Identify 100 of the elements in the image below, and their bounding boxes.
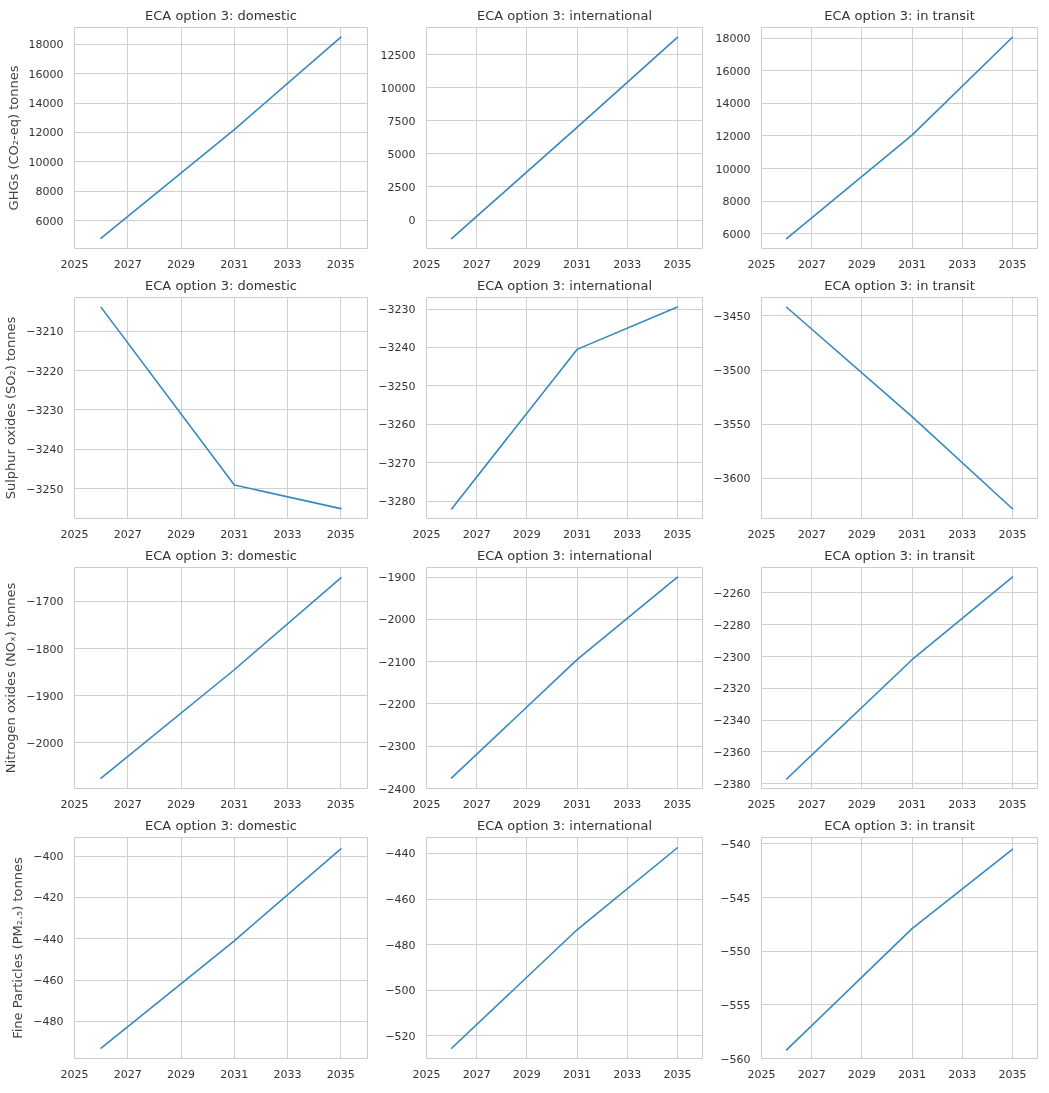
chart-title: ECA option 3: international bbox=[476, 277, 653, 293]
y-tick-label: −2300 bbox=[713, 650, 751, 664]
y-tick-label: 18000 bbox=[715, 32, 751, 46]
y-tick-label: −2300 bbox=[378, 740, 416, 754]
y-tick-label: 8000 bbox=[722, 195, 751, 209]
x-tick-label: 2027 bbox=[113, 527, 142, 541]
y-tick-label: −560 bbox=[720, 1052, 751, 1066]
y-tick-label: 14000 bbox=[28, 97, 64, 111]
y-tick-label: −2340 bbox=[713, 714, 751, 728]
x-tick-label: 2035 bbox=[326, 797, 355, 811]
chart-title: ECA option 3: in transit bbox=[824, 817, 975, 833]
y-tick-label: −2400 bbox=[378, 782, 416, 796]
x-tick-label: 2031 bbox=[898, 527, 927, 541]
y-tick-label: 12000 bbox=[715, 129, 751, 143]
x-tick-label: 2027 bbox=[797, 797, 826, 811]
x-tick-label: 2033 bbox=[948, 797, 977, 811]
x-tick-label: 2035 bbox=[998, 257, 1027, 271]
y-tick-label: −1700 bbox=[26, 595, 64, 609]
y-tick-label: 12000 bbox=[28, 126, 64, 140]
y-tick-label: −480 bbox=[385, 938, 416, 952]
x-tick-label: 2035 bbox=[663, 257, 692, 271]
x-tick-label: 2025 bbox=[747, 527, 776, 541]
y-tick-label: −3550 bbox=[713, 418, 751, 432]
y-tick-label: 6000 bbox=[35, 214, 64, 228]
x-tick-label: 2029 bbox=[167, 527, 196, 541]
chart-title: ECA option 3: in transit bbox=[824, 547, 975, 563]
y-tick-label: −460 bbox=[385, 893, 416, 907]
y-tick-label: −440 bbox=[385, 847, 416, 861]
x-tick-label: 2025 bbox=[747, 1067, 776, 1081]
y-tick-label: −3240 bbox=[378, 341, 416, 355]
y-tick-label: −3230 bbox=[378, 303, 416, 317]
y-tick-label: −2000 bbox=[378, 613, 416, 627]
x-tick-label: 2029 bbox=[512, 797, 541, 811]
x-tick-label: 2025 bbox=[60, 797, 89, 811]
x-tick-label: 2027 bbox=[462, 257, 491, 271]
x-tick-label: 2027 bbox=[797, 257, 826, 271]
x-tick-label: 2031 bbox=[563, 1067, 592, 1081]
y-axis-title: Nitrogen oxides (NOₓ) tonnes bbox=[3, 582, 19, 774]
y-axis-title: Fine Particles (PM₂.₅) tonnes bbox=[10, 856, 26, 1039]
y-tick-label: 18000 bbox=[28, 38, 64, 52]
x-tick-label: 2033 bbox=[613, 797, 642, 811]
y-tick-label: −2200 bbox=[378, 697, 416, 711]
x-tick-label: 2033 bbox=[613, 257, 642, 271]
chart-title: ECA option 3: domestic bbox=[145, 277, 297, 293]
x-tick-label: 2029 bbox=[847, 257, 876, 271]
x-tick-label: 2031 bbox=[898, 797, 927, 811]
x-tick-label: 2035 bbox=[326, 1067, 355, 1081]
x-tick-label: 2027 bbox=[113, 1067, 142, 1081]
x-tick-label: 2027 bbox=[113, 797, 142, 811]
y-tick-label: −1900 bbox=[26, 689, 64, 703]
y-tick-label: −3220 bbox=[26, 364, 64, 378]
y-tick-label: −555 bbox=[720, 998, 751, 1012]
x-tick-label: 2035 bbox=[998, 1067, 1027, 1081]
x-tick-label: 2033 bbox=[948, 1067, 977, 1081]
x-tick-label: 2025 bbox=[747, 797, 776, 811]
chart-title: ECA option 3: international bbox=[476, 7, 653, 23]
x-tick-label: 2025 bbox=[412, 257, 441, 271]
y-tick-label: 10000 bbox=[28, 155, 64, 169]
x-tick-label: 2031 bbox=[898, 1067, 927, 1081]
y-tick-label: −500 bbox=[385, 984, 416, 998]
x-tick-label: 2031 bbox=[220, 1067, 249, 1081]
chart-title: ECA option 3: domestic bbox=[145, 7, 297, 23]
y-tick-label: 10000 bbox=[380, 81, 416, 95]
x-tick-label: 2033 bbox=[948, 257, 977, 271]
x-tick-label: 2033 bbox=[613, 1067, 642, 1081]
y-tick-label: −3240 bbox=[26, 443, 64, 457]
y-tick-label: −3500 bbox=[713, 364, 751, 378]
x-tick-label: 2029 bbox=[847, 797, 876, 811]
x-tick-label: 2033 bbox=[273, 797, 302, 811]
y-tick-label: 16000 bbox=[28, 67, 64, 81]
y-tick-label: −3600 bbox=[713, 472, 751, 486]
y-tick-label: 0 bbox=[408, 214, 416, 228]
x-tick-label: 2033 bbox=[273, 1067, 302, 1081]
y-tick-label: 2500 bbox=[387, 180, 416, 194]
x-tick-label: 2035 bbox=[663, 1067, 692, 1081]
y-tick-label: −2280 bbox=[713, 618, 751, 632]
y-tick-label: −460 bbox=[33, 974, 64, 988]
x-tick-label: 2031 bbox=[563, 257, 592, 271]
y-tick-label: −2360 bbox=[713, 745, 751, 759]
x-tick-label: 2031 bbox=[898, 257, 927, 271]
x-tick-label: 2033 bbox=[273, 257, 302, 271]
x-tick-label: 2029 bbox=[167, 797, 196, 811]
x-tick-label: 2031 bbox=[220, 527, 249, 541]
y-tick-label: −1900 bbox=[378, 571, 416, 585]
x-tick-label: 2029 bbox=[167, 257, 196, 271]
x-tick-label: 2033 bbox=[613, 527, 642, 541]
x-tick-label: 2029 bbox=[167, 1067, 196, 1081]
x-tick-label: 2033 bbox=[273, 527, 302, 541]
x-tick-label: 2029 bbox=[512, 527, 541, 541]
x-tick-label: 2029 bbox=[512, 257, 541, 271]
y-tick-label: −420 bbox=[33, 891, 64, 905]
y-tick-label: −2320 bbox=[713, 682, 751, 696]
y-tick-label: −2260 bbox=[713, 586, 751, 600]
y-tick-label: −1800 bbox=[26, 642, 64, 656]
y-tick-label: −3270 bbox=[378, 456, 416, 470]
x-tick-label: 2035 bbox=[326, 257, 355, 271]
x-tick-label: 2035 bbox=[998, 797, 1027, 811]
y-tick-label: 6000 bbox=[722, 227, 751, 241]
chart-title: ECA option 3: domestic bbox=[145, 547, 297, 563]
y-tick-label: −540 bbox=[720, 837, 751, 851]
